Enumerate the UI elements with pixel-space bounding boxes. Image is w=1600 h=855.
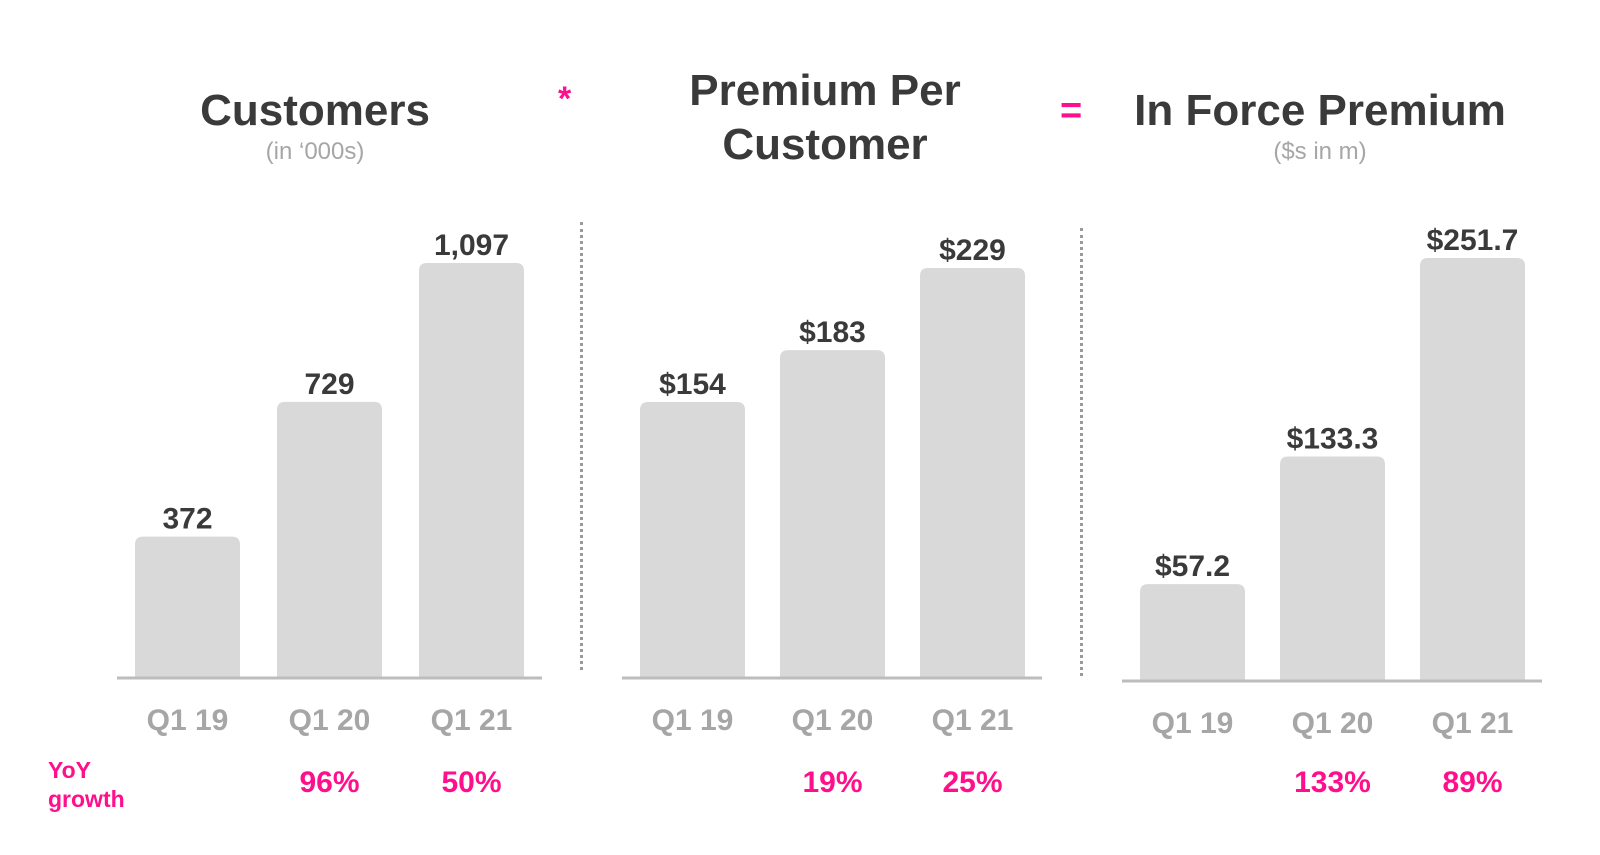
divider-1: [580, 222, 583, 670]
value-label-chart3-2: $251.7: [1427, 224, 1519, 257]
in-force-premium-title: In Force Premium: [1134, 86, 1506, 135]
equals-operator: =: [1060, 90, 1083, 132]
yoy-value-chart2-1: 19%: [802, 766, 862, 799]
value-label-chart3-0: $57.2: [1155, 550, 1230, 583]
tick-label-chart1-1: Q1 20: [289, 704, 371, 737]
value-label-chart2-2: $229: [939, 234, 1006, 267]
tick-label-chart1-0: Q1 19: [147, 704, 229, 737]
tick-label-chart3-1: Q1 20: [1292, 707, 1374, 740]
yoy-value-chart1-1: 96%: [299, 766, 359, 799]
tick-label-chart2-1: Q1 20: [792, 704, 874, 737]
value-label-chart1-2: 1,097: [434, 229, 509, 262]
value-label-chart2-1: $183: [799, 316, 866, 349]
in-force-premium-subtitle: ($s in m): [1273, 138, 1367, 165]
yoy-value-chart1-2: 50%: [441, 766, 501, 799]
bar-chart3-1: [1280, 456, 1385, 680]
tick-label-chart1-2: Q1 21: [431, 704, 513, 737]
bar-chart1-0: [135, 536, 240, 677]
bar-chart1-2: [419, 263, 524, 677]
yoy-growth-label: YoY growth: [48, 757, 125, 812]
bar-chart1-1: [277, 401, 382, 677]
value-label-chart1-0: 372: [162, 503, 212, 536]
divider-2: [1080, 228, 1083, 676]
tick-label-chart3-0: Q1 19: [1152, 707, 1234, 740]
premium-per-customer-title: Premium Per Customer: [689, 66, 961, 169]
customers-subtitle: (in ‘000s): [265, 138, 365, 165]
tick-label-chart3-2: Q1 21: [1432, 707, 1514, 740]
value-label-chart2-0: $154: [659, 368, 726, 401]
bar-chart2-1: [780, 350, 885, 677]
yoy-value-chart2-2: 25%: [942, 766, 1002, 799]
customers-title: Customers: [200, 86, 430, 135]
bar-chart3-0: [1140, 584, 1245, 680]
yoy-value-chart3-1: 133%: [1294, 766, 1371, 799]
value-label-chart1-1: 729: [304, 368, 354, 401]
tick-label-chart2-0: Q1 19: [652, 704, 734, 737]
multiply-operator: *: [558, 80, 572, 118]
bar-chart2-0: [640, 401, 745, 677]
value-label-chart3-1: $133.3: [1287, 423, 1379, 456]
bar-chart2-2: [920, 268, 1025, 677]
bar-chart3-2: [1420, 258, 1525, 680]
tick-label-chart2-2: Q1 21: [932, 704, 1014, 737]
yoy-value-chart3-2: 89%: [1442, 766, 1502, 799]
